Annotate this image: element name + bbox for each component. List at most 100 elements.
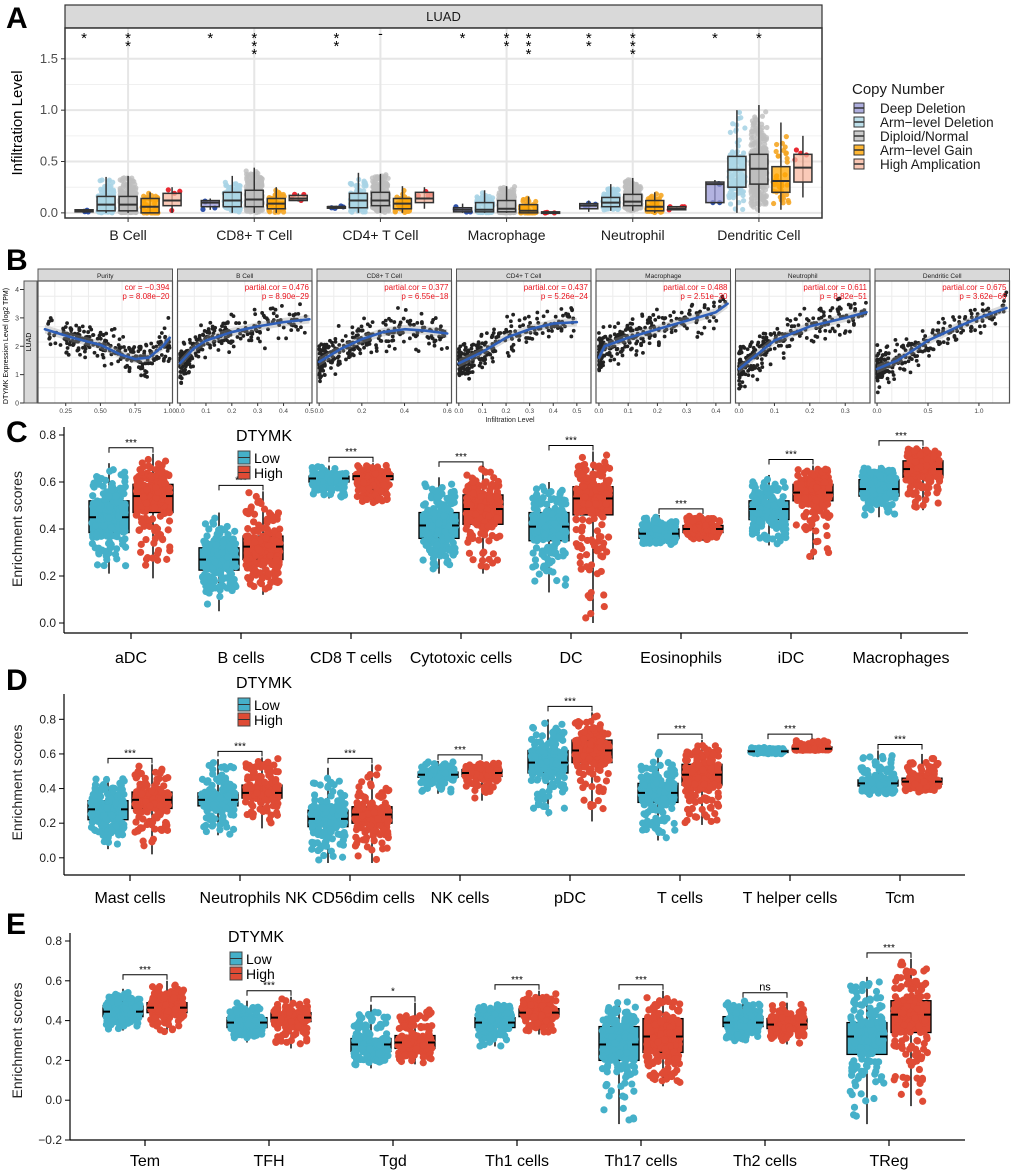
x-tick-label: Dendritic Cell xyxy=(717,227,800,243)
data-point xyxy=(111,334,116,338)
data-point xyxy=(608,334,613,339)
data-point xyxy=(921,337,926,342)
data-point xyxy=(318,349,323,353)
data-point xyxy=(302,330,307,335)
data-point xyxy=(508,329,513,334)
data-point xyxy=(696,330,701,335)
data-point xyxy=(52,333,57,338)
data-point xyxy=(973,307,977,312)
data-point xyxy=(496,334,501,339)
data-point xyxy=(740,150,747,156)
data-point xyxy=(151,345,156,350)
data-point xyxy=(144,343,149,348)
stat-correlation: partial.cor = 0.377 xyxy=(384,283,449,292)
data-point xyxy=(296,311,301,316)
data-point xyxy=(333,372,338,377)
data-point xyxy=(760,361,764,366)
data-point xyxy=(616,332,621,337)
data-point xyxy=(605,190,611,197)
data-point xyxy=(907,341,911,346)
data-point xyxy=(669,318,674,323)
data-point xyxy=(718,299,722,303)
data-point xyxy=(616,321,621,326)
data-point xyxy=(463,345,468,350)
data-point xyxy=(763,353,768,357)
data-point xyxy=(511,342,516,347)
data-point xyxy=(362,345,366,350)
data-point xyxy=(376,336,381,341)
data-point xyxy=(189,355,194,359)
data-point xyxy=(875,343,880,347)
data-point xyxy=(326,358,331,363)
data-point xyxy=(116,343,121,347)
data-point xyxy=(671,310,676,315)
data-point xyxy=(469,346,474,351)
data-point xyxy=(284,336,288,341)
data-point xyxy=(714,318,719,323)
data-point xyxy=(101,355,106,360)
significance-label: * xyxy=(504,38,510,55)
data-point xyxy=(129,349,134,354)
data-point xyxy=(649,324,654,329)
box xyxy=(645,199,665,212)
data-point xyxy=(157,335,162,339)
data-point xyxy=(148,361,153,366)
data-point xyxy=(773,148,779,155)
data-point xyxy=(137,360,142,364)
data-point xyxy=(248,331,253,336)
data-point xyxy=(416,349,421,354)
data-point xyxy=(475,343,480,348)
data-point xyxy=(102,363,107,368)
data-point xyxy=(761,132,767,139)
data-point xyxy=(523,316,527,321)
data-point xyxy=(764,124,770,131)
data-point xyxy=(823,328,828,333)
data-point xyxy=(788,328,793,333)
data-point xyxy=(490,356,495,360)
data-point xyxy=(705,315,709,320)
data-point xyxy=(123,190,129,197)
data-point xyxy=(748,344,752,349)
data-point xyxy=(47,332,52,336)
data-point xyxy=(785,317,790,322)
box xyxy=(96,195,116,212)
data-point xyxy=(673,328,678,333)
data-point xyxy=(748,142,754,148)
data-point xyxy=(661,321,666,326)
data-point xyxy=(244,179,251,185)
data-point xyxy=(415,320,420,325)
x-tick-label: 0.5 xyxy=(572,408,581,415)
data-point xyxy=(361,188,367,194)
data-point xyxy=(775,153,781,159)
data-point xyxy=(742,125,748,131)
data-point xyxy=(668,313,673,318)
data-point xyxy=(384,349,389,354)
data-point xyxy=(762,147,768,153)
data-point xyxy=(325,350,330,355)
data-point xyxy=(526,314,531,319)
data-point xyxy=(187,337,192,342)
data-point xyxy=(749,364,753,368)
data-point xyxy=(77,328,82,333)
data-point xyxy=(280,304,284,308)
data-point xyxy=(162,356,166,361)
data-point xyxy=(363,182,369,188)
data-point xyxy=(65,346,70,350)
row-strip xyxy=(23,280,38,404)
data-point xyxy=(612,357,617,362)
data-point xyxy=(674,316,679,321)
data-point xyxy=(506,188,512,194)
data-point xyxy=(771,200,777,207)
y-tick-label: 2 xyxy=(15,344,19,351)
significance-label: * xyxy=(526,38,532,55)
data-point xyxy=(951,315,955,319)
data-point xyxy=(768,331,773,336)
data-point xyxy=(687,308,692,313)
data-point xyxy=(707,319,712,324)
y-axis-title: Infiltration Level xyxy=(9,70,26,175)
y-tick-label: 1 xyxy=(15,372,19,379)
data-point xyxy=(741,344,746,349)
data-point xyxy=(432,343,437,348)
data-point xyxy=(216,348,221,352)
data-point xyxy=(258,339,262,344)
